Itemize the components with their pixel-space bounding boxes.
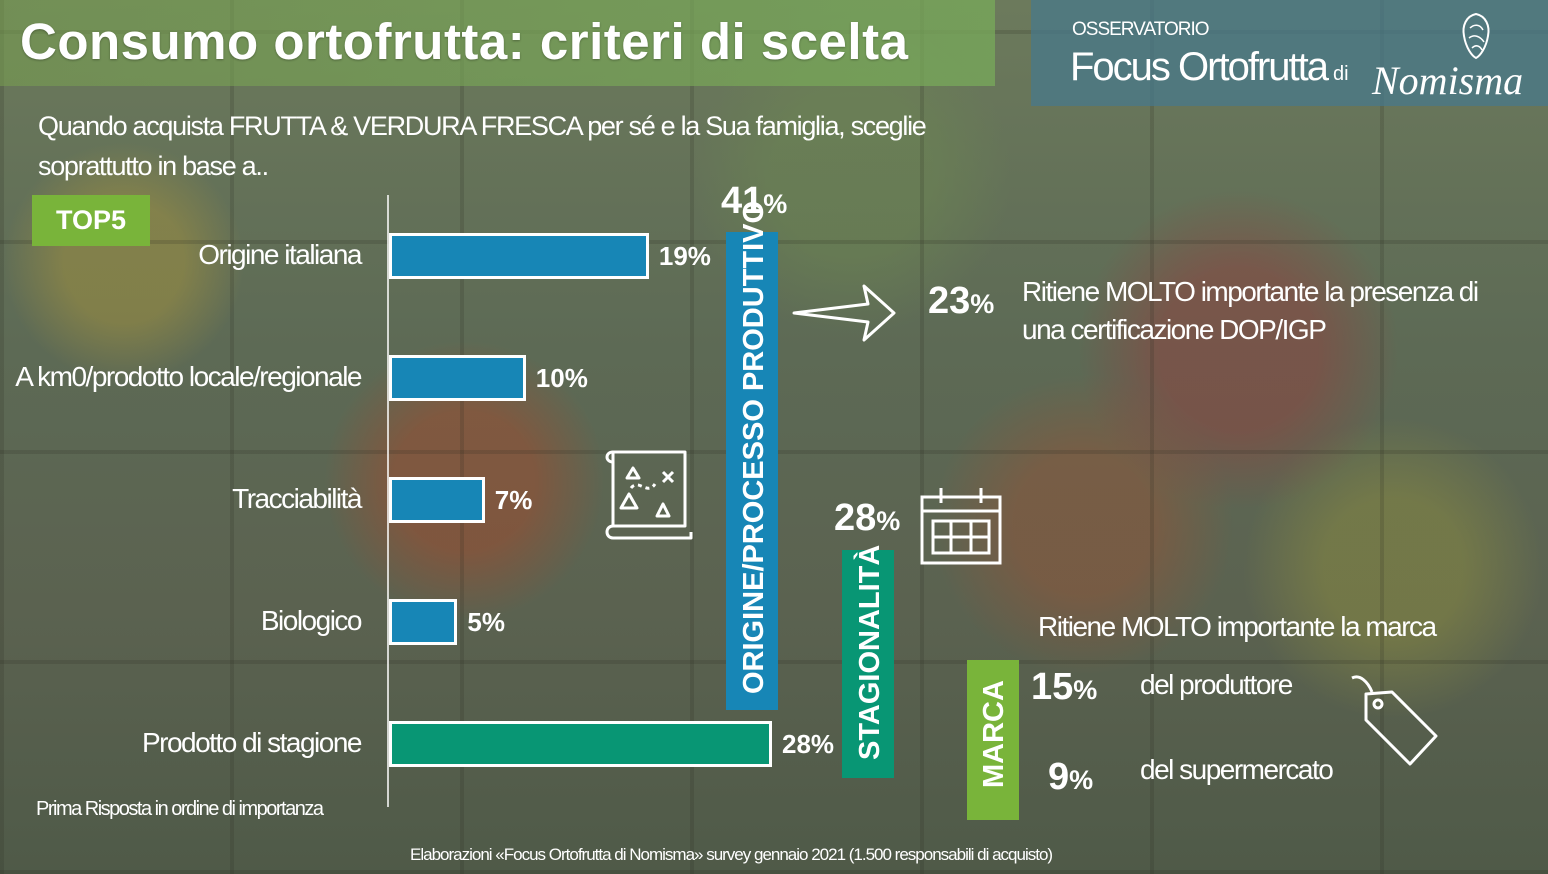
- bar-value-label: 7%: [494, 485, 533, 515]
- bar: [389, 355, 526, 401]
- stagionalita-group-label: STAGIONALITÀ: [854, 544, 886, 760]
- marca-group-bar: MARCA: [967, 660, 1019, 820]
- category-label: Prodotto di stagione: [141, 727, 363, 758]
- brand-observatory: OSSERVATORIO: [1072, 19, 1210, 40]
- bar: [389, 599, 458, 645]
- lion-crest-icon: [1462, 12, 1490, 60]
- chart-axis-line: [387, 195, 389, 807]
- calendar-icon: [920, 488, 1002, 565]
- brand-panel: [1031, 0, 1548, 106]
- bar: [389, 233, 649, 279]
- stagionalita-total: 28%: [834, 497, 901, 539]
- dop-percentage: 23%: [928, 280, 995, 322]
- arrow-right-icon: [792, 284, 896, 342]
- origine-group-label: ORIGINE/PROCESSO PRODUTTIVO: [738, 200, 770, 694]
- category-label: Biologico: [260, 605, 363, 636]
- price-tag-icon: [1351, 675, 1438, 766]
- brand-di: di: [1333, 63, 1349, 85]
- stagionalita-group-bar: STAGIONALITÀ: [842, 545, 894, 778]
- marca-supermercato-label: del supermercato: [1140, 754, 1334, 785]
- survey-question: Quando acquista FRUTTA & VERDURA FRESCA …: [38, 111, 927, 181]
- marca-produttore-label: del produttore: [1140, 669, 1293, 700]
- bar-value-label: 5%: [467, 607, 505, 637]
- origine-group-bar: ORIGINE/PROCESSO PRODUTTIVO: [726, 201, 778, 710]
- bar: [389, 721, 772, 767]
- nomisma-logo: Nomisma: [1372, 58, 1524, 103]
- marca-produttore-pct: 15%: [1031, 666, 1098, 708]
- map-icon: [605, 450, 693, 540]
- marca-supermercato-pct: 9%: [1048, 756, 1094, 798]
- title-band: [0, 0, 995, 86]
- marca-group-label: MARCA: [978, 680, 1010, 788]
- bar: [389, 477, 485, 523]
- category-label: Origine italiana: [198, 239, 362, 270]
- dop-note: Ritiene MOLTO importante la presenza di …: [1022, 276, 1479, 345]
- bar-value-label: 28%: [782, 729, 835, 759]
- source-note: Elaborazioni «Focus Ortofrutta di Nomism…: [410, 845, 1053, 864]
- chart-footnote: Prima Risposta in ordine di importanza: [36, 798, 324, 820]
- origine-total: 41%: [721, 180, 788, 222]
- bar-value-label: 10%: [535, 363, 588, 393]
- bar-value-label: 19%: [658, 241, 711, 271]
- brand-name: Focus Ortofrutta: [1070, 45, 1329, 89]
- top5-badge: TOP5: [32, 195, 150, 246]
- marca-heading: Ritiene MOLTO importante la marca: [1038, 611, 1437, 642]
- category-label: A km0/prodotto locale/regionale: [15, 361, 362, 392]
- page-title: Consumo ortofrutta: criteri di scelta: [20, 13, 909, 70]
- category-label: Tracciabilità: [232, 483, 362, 514]
